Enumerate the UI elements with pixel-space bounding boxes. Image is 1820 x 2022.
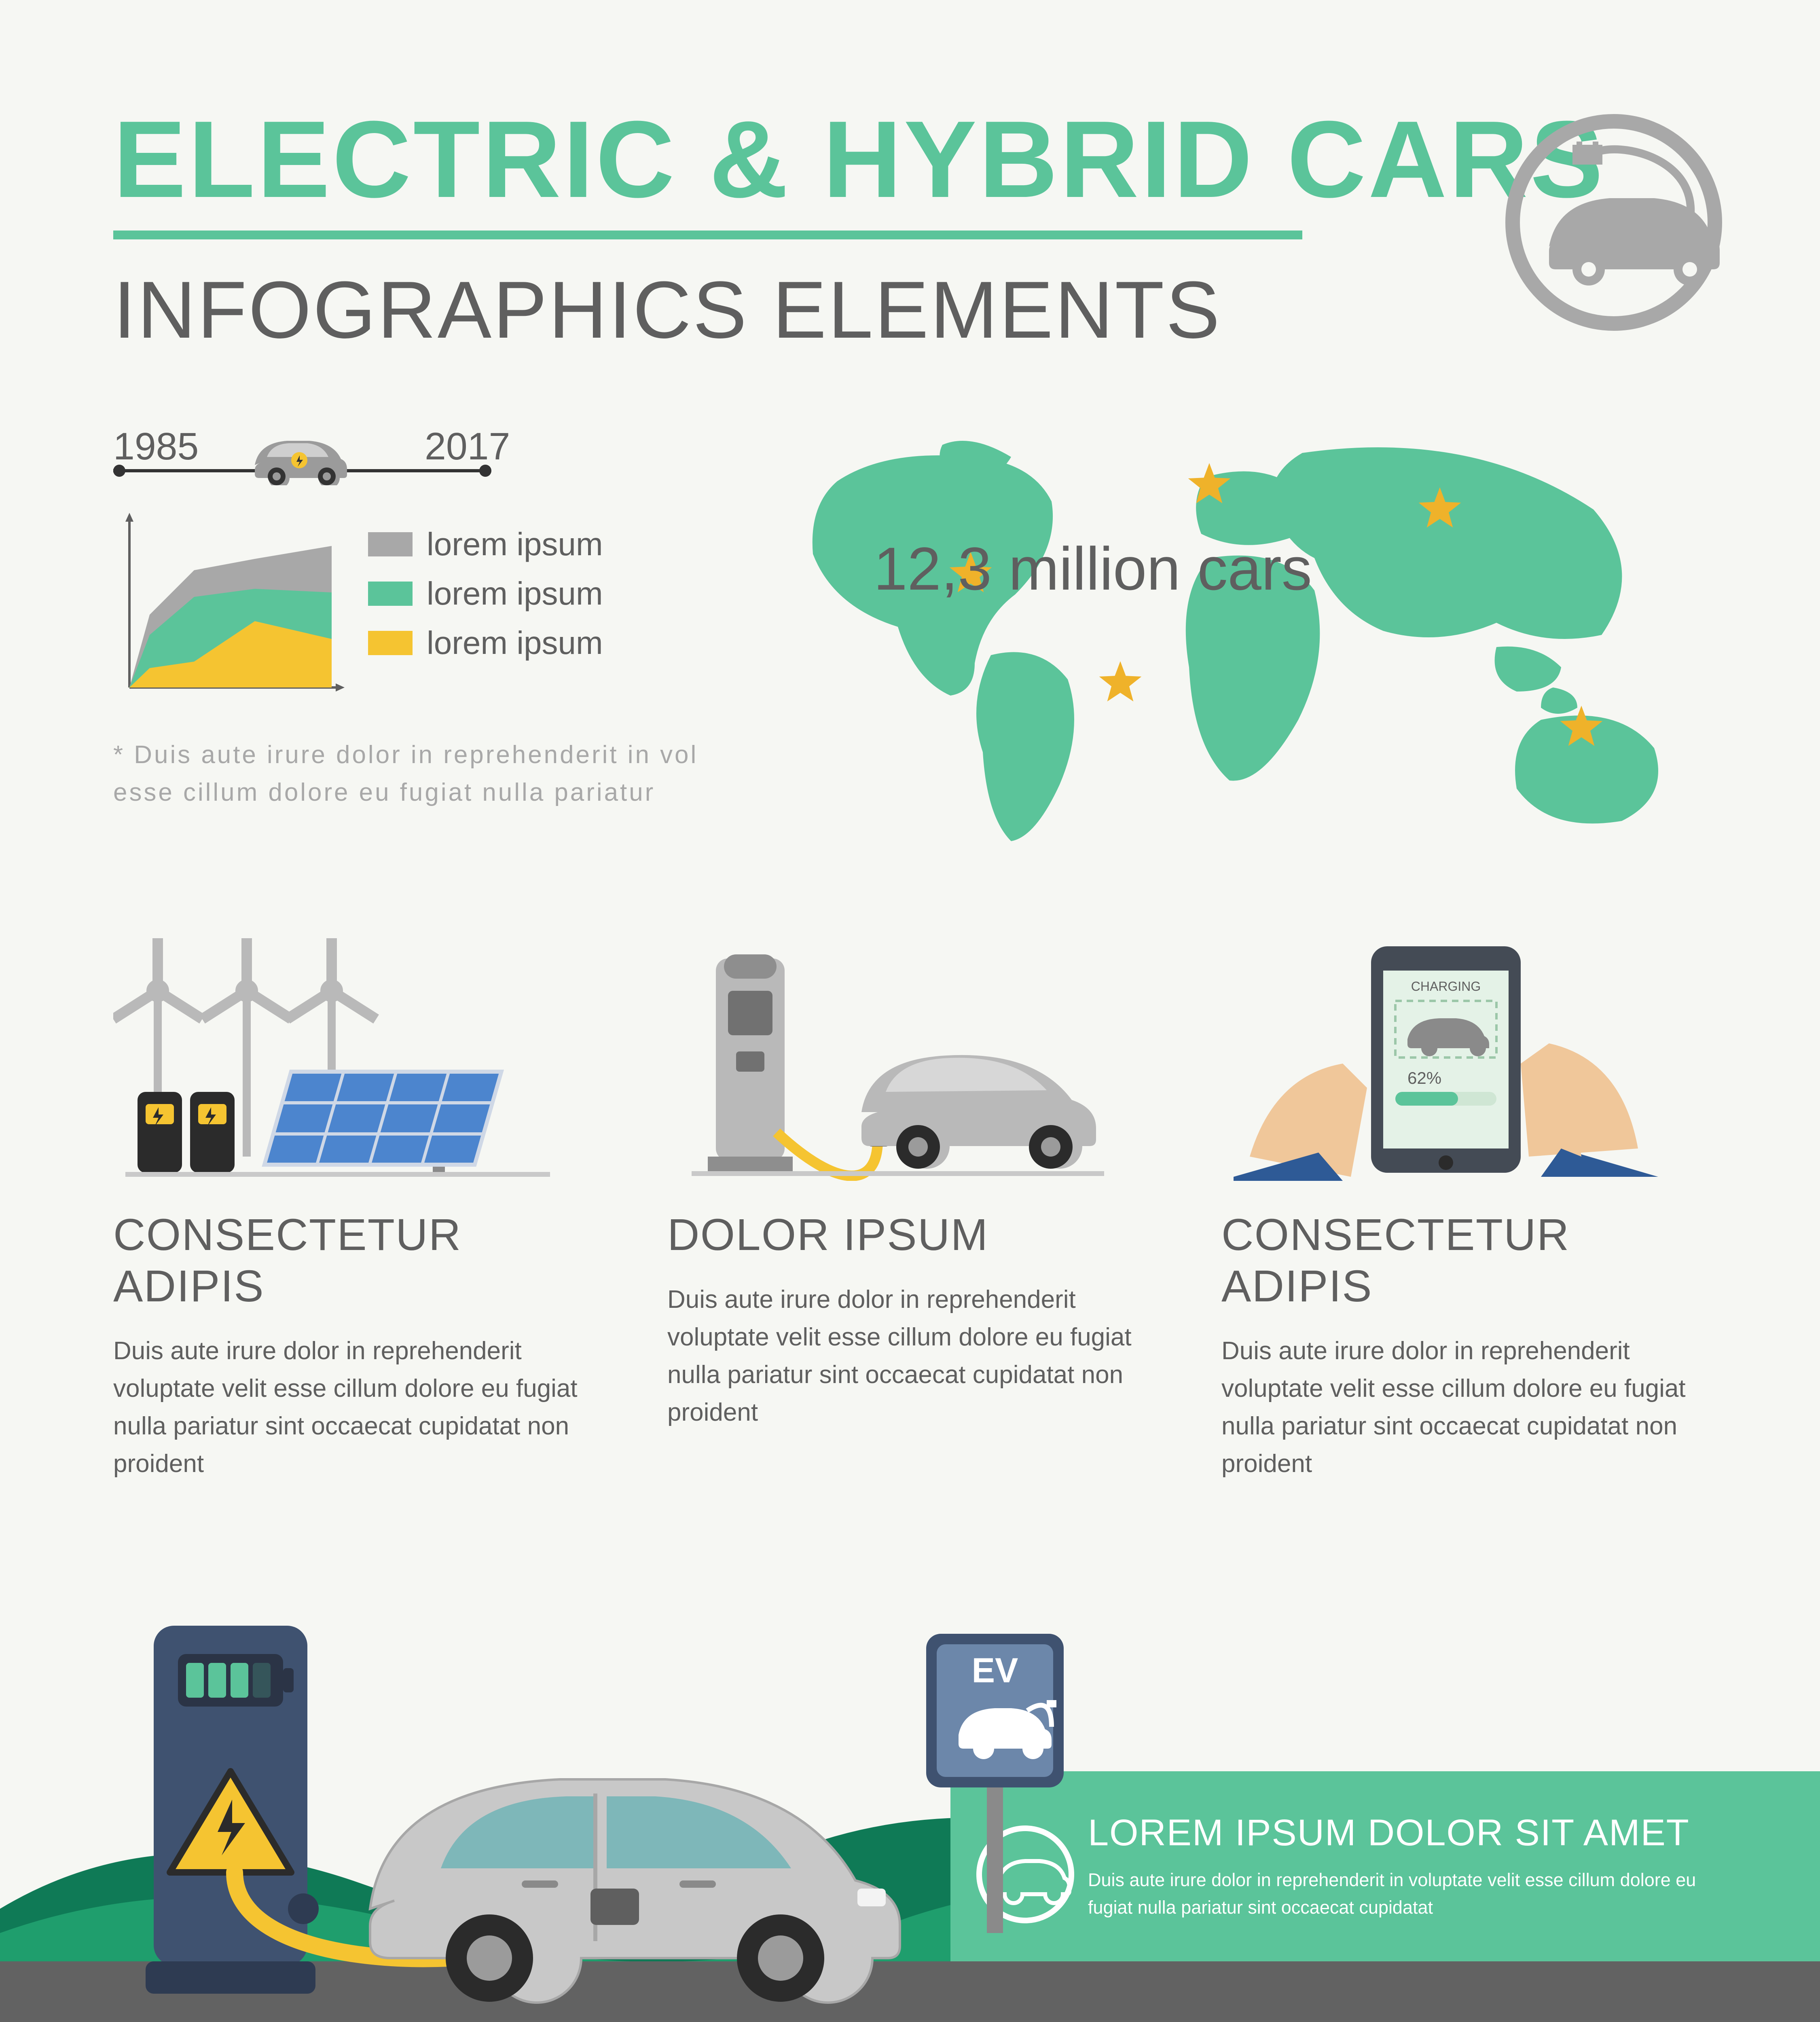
ev-sign-label: EV [972,1651,1018,1690]
feature-title: CONSECTETUR ADIPIS [1221,1209,1715,1312]
legend-swatch [368,631,413,655]
ribbon-title: LOREM IPSUM DOLOR SIT AMET [1088,1812,1771,1854]
legend-label: lorem ipsum [427,624,603,662]
feature-title: CONSECTETUR ADIPIS [113,1209,607,1312]
hero-scene: LOREM IPSUM DOLOR SIT AMET Duis aute iru… [0,1557,1820,2022]
feature-title: DOLOR IPSUM [667,1209,1161,1261]
timeline-dot [113,465,125,477]
ev-sign: EV [914,1626,1084,1941]
legend-swatch [368,532,413,556]
feature-charger: DOLOR IPSUM Duis aute irure dolor in rep… [667,930,1161,1483]
car-icon [247,429,352,485]
feature-ph one-app: CHARGING 62% CONSECTETUR ADIPIS Duis aut… [1221,930,1715,1483]
phone-label: CHARGING [1411,979,1481,994]
renewable-icon [113,930,558,1181]
car-hero-icon [332,1715,938,2006]
title-underline [113,231,1302,239]
chart-footnote: * Duis aute irure dolor in reprehenderit… [113,736,801,811]
phone-icon: CHARGING 62% [1221,930,1666,1181]
page-subtitle: INFOGRAPHICS ELEMENTS [113,264,1707,357]
feature-renewable: CONSECTETUR ADIPIS Duis aute irure dolor… [113,930,607,1483]
legend-swatch [368,582,413,606]
legend-label: lorem ipsum [427,526,603,563]
ev-car-icon [1505,113,1723,334]
feature-body: Duis aute irure dolor in reprehenderit v… [113,1332,607,1483]
map-count: 12,3 million cars [874,534,1312,604]
features-row: CONSECTETUR ADIPIS Duis aute irure dolor… [113,930,1715,1483]
area-chart [113,510,348,704]
charger-icon [667,930,1112,1181]
timeline-dot [479,465,491,477]
ribbon-body: Duis aute irure dolor in reprehenderit i… [1088,1866,1703,1921]
phone-percent: 62% [1407,1068,1441,1087]
world-map: 12,3 million cars [801,429,1731,855]
legend-label: lorem ipsum [427,575,603,612]
timeline-end: 2017 [425,425,510,469]
header: ELECTRIC & HYBRID CARS INFOGRAPHICS ELEM… [113,105,1707,357]
feature-body: Duis aute irure dolor in reprehenderit v… [1221,1332,1715,1483]
timeline-start: 1985 [113,425,199,469]
chart-legend: lorem ipsum lorem ipsum lorem ipsum [368,526,603,674]
feature-body: Duis aute irure dolor in reprehenderit v… [667,1281,1161,1431]
page-title: ELECTRIC & HYBRID CARS [113,105,1707,214]
